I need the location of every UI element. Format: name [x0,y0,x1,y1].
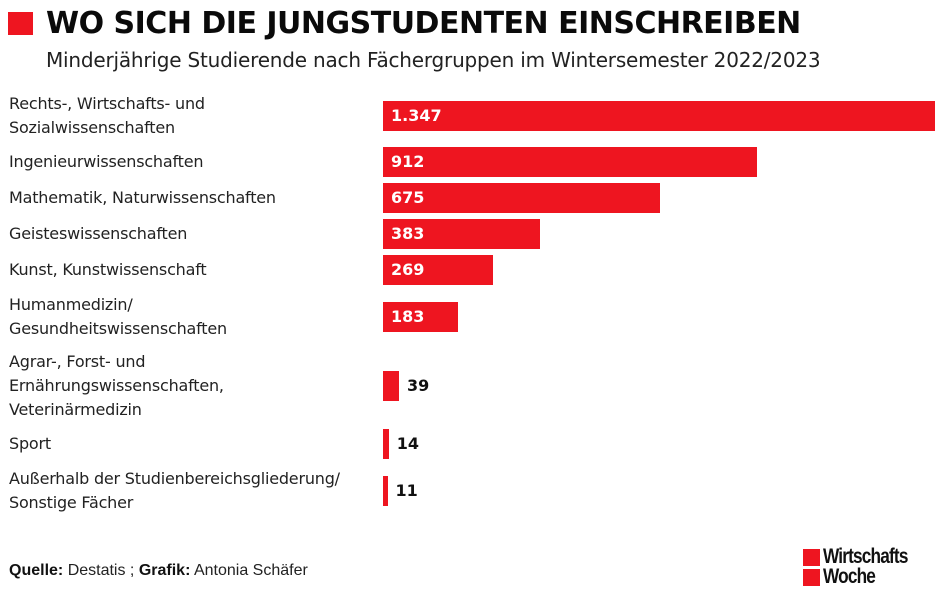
category-label-line: Veterinärmedizin [9,400,142,419]
logo-line-1: Wirtschafts [823,545,908,568]
category-label-line: Außerhalb der Studienbereichsgliederung/ [9,469,340,488]
value-label: 383 [391,224,425,243]
value-label: 183 [391,307,425,326]
category-label-line: Mathematik, Naturwissenschaften [9,188,276,207]
category-label-line: Ernährungswissenschaften, [9,376,224,395]
value-label: 11 [395,481,418,500]
bar [383,476,388,506]
graphic-value: Antonia Schäfer [193,562,308,579]
chart-subtitle: Minderjährige Studierende nach Fächergru… [46,48,821,72]
logo-square-icon [803,568,820,586]
title-marker [8,12,33,35]
bar [383,429,389,459]
category-label-line: Kunst, Kunstwissenschaft [9,260,207,279]
category-label-line: Gesundheitswissenschaften [9,319,227,338]
value-label: 269 [391,260,425,279]
category-label-line: Agrar-, Forst- und [9,352,146,371]
bar [383,183,660,213]
category-label: Mathematik, Naturwissenschaften [9,186,381,210]
bar [383,101,935,131]
category-label: Sport [9,432,381,456]
logo-line-2: Woche [823,565,876,588]
category-label: Humanmedizin/Gesundheitswissenschaften [9,293,381,341]
category-label: Rechts-, Wirtschafts- und Sozialwissensch… [9,92,381,140]
value-label: 912 [391,152,425,171]
category-label: Außerhalb der Studienbereichsgliederung/… [9,467,381,515]
category-label: Geisteswissenschaften [9,222,381,246]
bar [383,255,494,285]
value-label: 14 [396,434,419,453]
category-label-line: Ingenieurwissenschaften [9,152,204,171]
value-label: 675 [391,188,425,207]
category-label-line: Sonstige Fächer [9,493,134,512]
graphic-label: Grafik: [138,562,191,579]
category-label-line: Sozialwissenschaften [9,118,175,137]
value-label: 39 [406,376,430,395]
wirtschaftswoche-logo: Wirtschafts Woche [803,545,926,588]
bar [383,371,399,401]
bar [383,219,540,249]
category-label-line: Geisteswissenschaften [9,224,188,243]
category-label: Ingenieurwissenschaften [9,150,381,174]
value-label: 1.347 [391,106,442,125]
source-value: Destatis ; [67,562,135,579]
category-label: Agrar-, Forst- und Ernährungswissenschaft… [9,350,381,422]
chart-title: WO SICH DIE JUNGSTUDENTEN EINSCHREIBEN [46,6,801,41]
category-label-line: Humanmedizin/ [9,295,133,314]
source-label: Quelle: [9,562,64,579]
source-credit: Quelle: Destatis ; Grafik: Antonia Schäf… [9,562,308,580]
category-label-line: Rechts-, Wirtschafts- und [9,94,205,113]
bar [383,302,458,332]
category-label-line: Sport [9,434,51,453]
category-label: Kunst, Kunstwissenschaft [9,258,381,282]
bar [383,147,757,177]
logo-square-icon [803,548,820,566]
